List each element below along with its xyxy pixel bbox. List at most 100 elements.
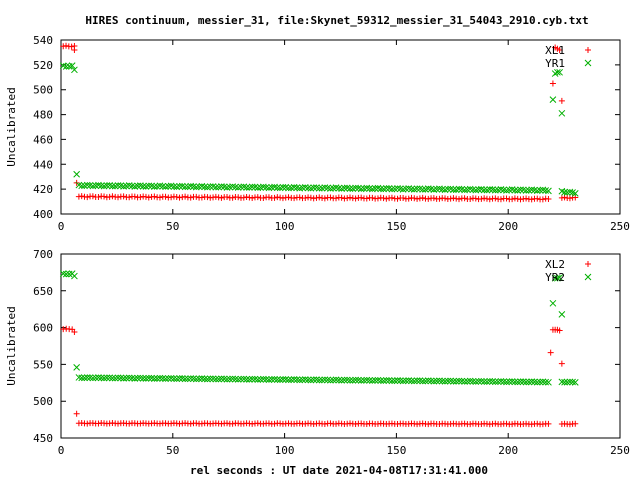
data-point xyxy=(321,184,329,191)
data-point xyxy=(134,182,141,190)
data-point xyxy=(78,374,86,382)
data-point xyxy=(517,196,524,203)
data-point xyxy=(341,376,348,384)
data-point xyxy=(394,184,401,192)
data-point xyxy=(377,377,385,384)
data-point xyxy=(335,376,343,384)
data-point xyxy=(81,374,88,382)
data-point xyxy=(151,193,158,200)
data-point xyxy=(240,375,248,383)
data-point xyxy=(201,375,209,383)
data-point xyxy=(131,193,138,200)
data-point xyxy=(511,378,519,386)
data-point xyxy=(142,193,149,200)
data-point xyxy=(558,360,565,367)
data-point xyxy=(304,184,312,192)
data-point xyxy=(533,187,541,195)
data-point xyxy=(500,378,508,385)
data-point xyxy=(522,187,530,194)
data-point xyxy=(254,194,261,201)
data-point xyxy=(514,195,521,202)
data-point xyxy=(106,374,113,382)
data-point xyxy=(349,377,357,384)
data-point xyxy=(549,96,557,104)
data-point xyxy=(68,43,75,50)
data-point xyxy=(430,186,438,194)
data-point xyxy=(385,377,393,384)
data-point xyxy=(464,377,471,385)
data-point xyxy=(307,194,314,201)
data-point xyxy=(218,375,225,383)
data-point xyxy=(396,377,404,384)
data-point xyxy=(444,185,452,193)
data-point xyxy=(62,63,70,70)
data-point xyxy=(173,375,181,383)
data-point xyxy=(352,184,359,192)
data-point xyxy=(450,378,457,385)
data-point xyxy=(358,194,365,201)
data-point xyxy=(329,376,337,384)
data-point xyxy=(156,182,164,190)
data-point xyxy=(109,182,116,190)
data-point xyxy=(357,185,365,193)
data-point xyxy=(277,194,284,201)
data-point xyxy=(243,193,250,200)
data-point xyxy=(162,193,169,200)
data-point xyxy=(542,187,550,194)
data-point xyxy=(327,194,334,201)
data-point xyxy=(142,375,150,382)
data-point xyxy=(198,194,205,201)
data-point xyxy=(436,195,443,202)
data-point xyxy=(539,378,547,386)
data-point xyxy=(215,375,222,383)
data-point xyxy=(483,378,491,386)
data-point xyxy=(436,377,443,385)
data-point xyxy=(164,375,172,382)
data-point xyxy=(324,376,331,384)
data-point xyxy=(556,327,563,334)
data-point xyxy=(455,377,463,385)
data-point xyxy=(556,68,563,76)
data-point xyxy=(145,182,153,190)
data-point xyxy=(237,375,245,383)
data-point xyxy=(569,378,576,386)
data-point xyxy=(382,184,390,192)
data-point xyxy=(466,377,474,385)
data-point xyxy=(114,374,122,382)
data-point xyxy=(156,194,163,201)
data-point xyxy=(226,375,234,383)
data-point xyxy=(313,376,320,384)
x-tick-label: 200 xyxy=(498,444,518,457)
data-point xyxy=(265,376,273,384)
data-point xyxy=(218,183,225,190)
data-point xyxy=(478,377,485,385)
data-point xyxy=(128,374,136,382)
data-point xyxy=(338,194,345,201)
data-point xyxy=(195,375,203,383)
data-point xyxy=(554,68,561,76)
data-point xyxy=(536,186,544,194)
data-point xyxy=(388,194,395,201)
data-point xyxy=(299,184,306,192)
data-point xyxy=(505,186,513,194)
data-point xyxy=(399,377,407,385)
data-point xyxy=(509,196,516,203)
data-point xyxy=(86,374,94,382)
data-point xyxy=(380,195,387,202)
data-point xyxy=(481,195,488,202)
data-point xyxy=(162,375,169,383)
data-point xyxy=(95,194,102,201)
data-point xyxy=(101,193,108,200)
data-point xyxy=(89,193,96,200)
data-point xyxy=(137,374,144,382)
data-point xyxy=(279,195,286,202)
data-point xyxy=(84,194,91,201)
data-point xyxy=(62,270,70,278)
data-point xyxy=(374,195,381,202)
data-point xyxy=(505,378,513,385)
data-point xyxy=(257,376,264,383)
data-point xyxy=(327,376,334,384)
data-point xyxy=(315,184,323,192)
data-point xyxy=(212,193,219,200)
